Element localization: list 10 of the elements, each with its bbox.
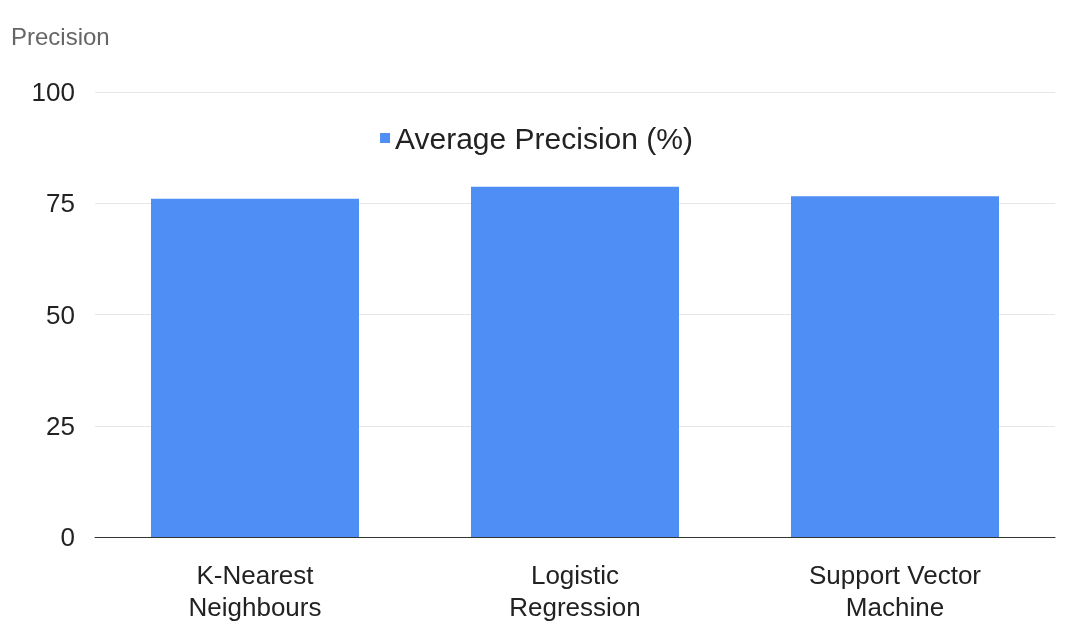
x-tick-label: K-Nearest Neighbours [188, 560, 322, 622]
legend-label: Average Precision (%) [395, 121, 693, 155]
y-axis-title: Precision [11, 22, 110, 50]
x-tick-label: Logistic Regression [509, 560, 641, 622]
y-tick-label: 100 [31, 77, 75, 107]
x-tick-label: Support Vector Machine [809, 560, 982, 622]
y-tick-label: 25 [46, 410, 75, 441]
y-tick-label: 0 [60, 522, 75, 552]
y-tick-label: 50 [46, 299, 75, 330]
y-tick-label: 75 [46, 188, 75, 219]
